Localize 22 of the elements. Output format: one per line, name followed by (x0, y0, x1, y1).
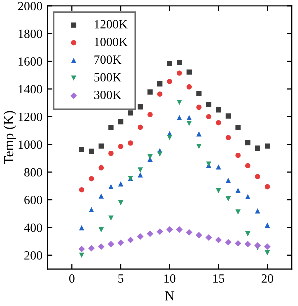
y-tick-label: 2000 (18, 2, 42, 11)
legend-label: 700K (94, 56, 122, 64)
legend-label: 1200K (95, 20, 128, 29)
y-tick-label: 1800 (18, 30, 42, 38)
y-tick-label: 1400 (18, 85, 42, 94)
y-tick-label: 800 (24, 168, 42, 177)
y-tick-label: 1000 (18, 140, 42, 150)
y-tick-label: 1600 (18, 58, 42, 66)
x-axis-title: N (165, 292, 175, 301)
y-tick-label: 1200 (18, 112, 42, 122)
x-tick-label: 5 (118, 274, 124, 283)
x-tick-label: 0 (69, 274, 75, 283)
legend-label: 500K (94, 73, 122, 82)
x-tick-label: 20 (262, 274, 274, 283)
y-tick-label: 200 (24, 251, 42, 260)
x-tick-label: 15 (214, 274, 224, 283)
y-axis-title: Temp (K) (4, 111, 16, 165)
y-tick-label: 400 (24, 224, 42, 232)
y-tick-label: 600 (24, 196, 42, 204)
x-tick-label: 10 (164, 274, 176, 283)
legend-label: 300K (94, 90, 122, 100)
legend-label: 1000K (95, 38, 128, 46)
